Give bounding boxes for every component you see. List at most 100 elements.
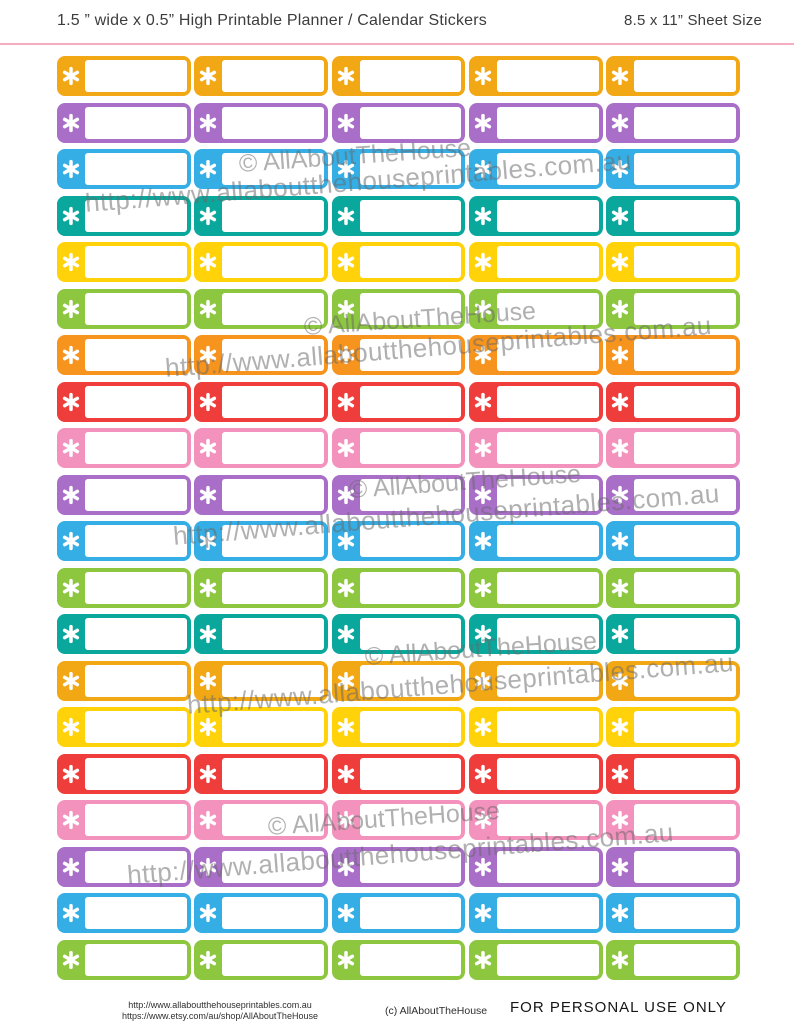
sticker-label-area [359, 339, 462, 371]
asterisk-icon [473, 66, 493, 86]
sticker [57, 521, 191, 561]
asterisk-icon [473, 810, 493, 830]
sticker [331, 567, 466, 608]
asterisk-icon [473, 299, 493, 319]
sticker [606, 567, 740, 608]
sticker-label-area [222, 943, 325, 976]
sticker-label-area [634, 153, 736, 185]
asterisk-icon [61, 392, 81, 412]
asterisk-icon [610, 810, 630, 830]
sticker-row [57, 195, 740, 236]
sticker [468, 288, 603, 329]
sticker-label-area [634, 571, 736, 604]
sticker [57, 288, 191, 329]
asterisk-icon [61, 624, 81, 644]
asterisk-icon [473, 950, 493, 970]
asterisk-icon [610, 764, 630, 784]
sticker [468, 846, 603, 887]
sticker-label-area [634, 897, 736, 929]
sticker-label-area [85, 804, 187, 836]
sticker-label-area [496, 711, 599, 743]
asterisk-icon [61, 345, 81, 365]
asterisk-icon [473, 345, 493, 365]
asterisk-icon [336, 159, 356, 179]
asterisk-icon [198, 113, 218, 133]
asterisk-icon [473, 624, 493, 644]
sticker-label-area [496, 757, 599, 790]
asterisk-icon [61, 857, 81, 877]
footer: http://www.allaboutthehouseprintables.co… [0, 996, 794, 1026]
sticker [194, 474, 329, 515]
sticker-label-area [359, 478, 462, 511]
asterisk-icon [610, 717, 630, 737]
sticker [57, 335, 191, 375]
asterisk-icon [610, 392, 630, 412]
sticker [331, 242, 466, 282]
sticker-row [57, 381, 740, 422]
sticker [194, 102, 329, 143]
sticker-label-area [496, 292, 599, 325]
asterisk-icon [336, 345, 356, 365]
asterisk-icon [473, 438, 493, 458]
asterisk-icon [198, 392, 218, 412]
sticker-label-area [85, 571, 187, 604]
sticker-label-area [496, 850, 599, 883]
sticker-label-area [634, 757, 736, 790]
sticker [606, 707, 740, 747]
asterisk-icon [610, 950, 630, 970]
sticker-label-area [85, 153, 187, 185]
sticker [468, 149, 603, 189]
sticker-label-area [222, 199, 325, 232]
sticker-label-area [85, 385, 187, 418]
asterisk-icon [61, 671, 81, 691]
sticker-label-area [496, 478, 599, 511]
sticker-label-area [634, 804, 736, 836]
asterisk-icon [473, 671, 493, 691]
asterisk-icon [610, 206, 630, 226]
asterisk-icon [336, 485, 356, 505]
asterisk-icon [198, 345, 218, 365]
asterisk-icon [610, 159, 630, 179]
sticker [194, 614, 329, 654]
sticker-label-area [359, 385, 462, 418]
sticker [57, 195, 191, 236]
sticker-row [57, 242, 740, 282]
sticker [194, 567, 329, 608]
sticker-label-area [222, 664, 325, 697]
sticker-label-area [634, 618, 736, 650]
asterisk-icon [198, 578, 218, 598]
asterisk-icon [473, 578, 493, 598]
sticker-label-area [85, 664, 187, 697]
sticker [606, 149, 740, 189]
sticker-label-area [496, 571, 599, 604]
asterisk-icon [336, 206, 356, 226]
sticker-label-area [496, 664, 599, 697]
sticker [331, 753, 466, 794]
sticker-label-area [634, 478, 736, 511]
sticker-label-area [222, 618, 325, 650]
sticker [57, 893, 191, 933]
sticker-label-area [85, 432, 187, 464]
asterisk-icon [610, 438, 630, 458]
sticker-label-area [634, 339, 736, 371]
sticker [606, 102, 740, 143]
sticker [194, 846, 329, 887]
sticker-label-area [359, 711, 462, 743]
sticker [194, 893, 329, 933]
sticker-label-area [85, 60, 187, 92]
sticker [468, 521, 603, 561]
sticker [468, 893, 603, 933]
page-title: 1.5 ” wide x 0.5” High Printable Planner… [57, 12, 487, 29]
asterisk-icon [610, 113, 630, 133]
sticker-row [57, 707, 740, 747]
asterisk-icon [336, 578, 356, 598]
sticker [468, 567, 603, 608]
asterisk-icon [473, 252, 493, 272]
sticker [194, 335, 329, 375]
asterisk-icon [610, 485, 630, 505]
sticker-label-area [222, 711, 325, 743]
sticker-label-area [85, 711, 187, 743]
header-divider [0, 43, 794, 45]
sticker [57, 242, 191, 282]
sticker [331, 939, 466, 980]
